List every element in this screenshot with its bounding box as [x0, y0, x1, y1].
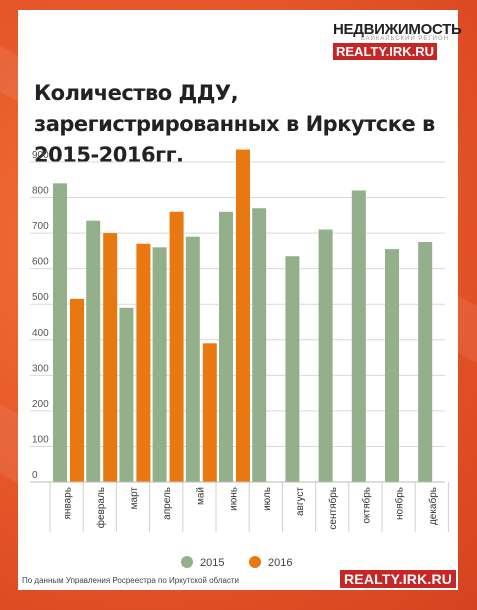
- category-label: август: [295, 487, 306, 516]
- bar-2015: [252, 208, 267, 482]
- category-label: июнь: [229, 487, 240, 511]
- bar-2016: [70, 298, 84, 482]
- bar-2016: [136, 243, 151, 482]
- y-tick-label: 700: [32, 221, 49, 232]
- bar-2015: [418, 242, 433, 482]
- bar-2015: [318, 229, 333, 482]
- source-note: По данным Управления Росреестра по Иркут…: [22, 576, 240, 585]
- brand-region: БАЙКАЛЬСКИЙ РЕГИОН: [360, 36, 449, 42]
- y-tick-label: 200: [32, 399, 49, 410]
- legend-label-2016: 2016: [268, 557, 292, 569]
- y-tick-label: 300: [32, 363, 49, 374]
- brand-name: НЕДВИЖИМОСТЬ: [333, 21, 462, 38]
- bar-2015: [351, 190, 366, 482]
- category-label: октябрь: [360, 487, 372, 524]
- y-tick-label: 0: [32, 470, 38, 481]
- bar-2015: [385, 249, 399, 482]
- category-label: май: [195, 487, 206, 505]
- y-tick-label: 600: [32, 257, 49, 268]
- bar-2015: [53, 183, 67, 483]
- chart-title: Количество ДДУ, зарегистрированных в Ирк…: [34, 81, 435, 167]
- bar-2015: [285, 256, 300, 482]
- category-label: сентябрь: [327, 487, 339, 530]
- category-label: июль: [262, 487, 273, 511]
- category-label: январь: [63, 487, 74, 519]
- legend-marker-2016: [249, 556, 261, 568]
- y-tick-label: 900: [32, 150, 49, 161]
- bar-2016: [103, 233, 118, 482]
- bar-2015: [219, 211, 233, 482]
- y-tick-label: 100: [32, 434, 49, 445]
- category-label: апрель: [162, 487, 173, 520]
- legend-label-2015: 2015: [200, 557, 224, 569]
- bar-2016: [169, 211, 184, 482]
- bar-2015: [185, 236, 200, 482]
- bar-2015: [119, 307, 134, 482]
- brand-logo[interactable]: НЕДВИЖИМОСТЬ БАЙКАЛЬСКИЙ РЕГИОН REALTY.I…: [333, 21, 462, 61]
- bar-2015: [86, 220, 101, 482]
- footer-site-link[interactable]: REALTY.IRK.RU: [340, 570, 457, 588]
- bar-2016: [202, 343, 217, 482]
- bar-2015: [152, 247, 167, 482]
- y-tick-label: 400: [32, 328, 49, 339]
- category-label: декабрь: [427, 487, 439, 525]
- brand-site: REALTY.IRK.RU: [333, 43, 437, 60]
- y-tick-label: 800: [32, 186, 49, 197]
- category-label: февраль: [95, 487, 107, 528]
- legend-marker-2015: [181, 556, 193, 568]
- category-label: ноябрь: [394, 487, 406, 520]
- bar-2016: [236, 149, 250, 483]
- category-label: март: [129, 487, 140, 510]
- y-tick-label: 500: [32, 292, 49, 303]
